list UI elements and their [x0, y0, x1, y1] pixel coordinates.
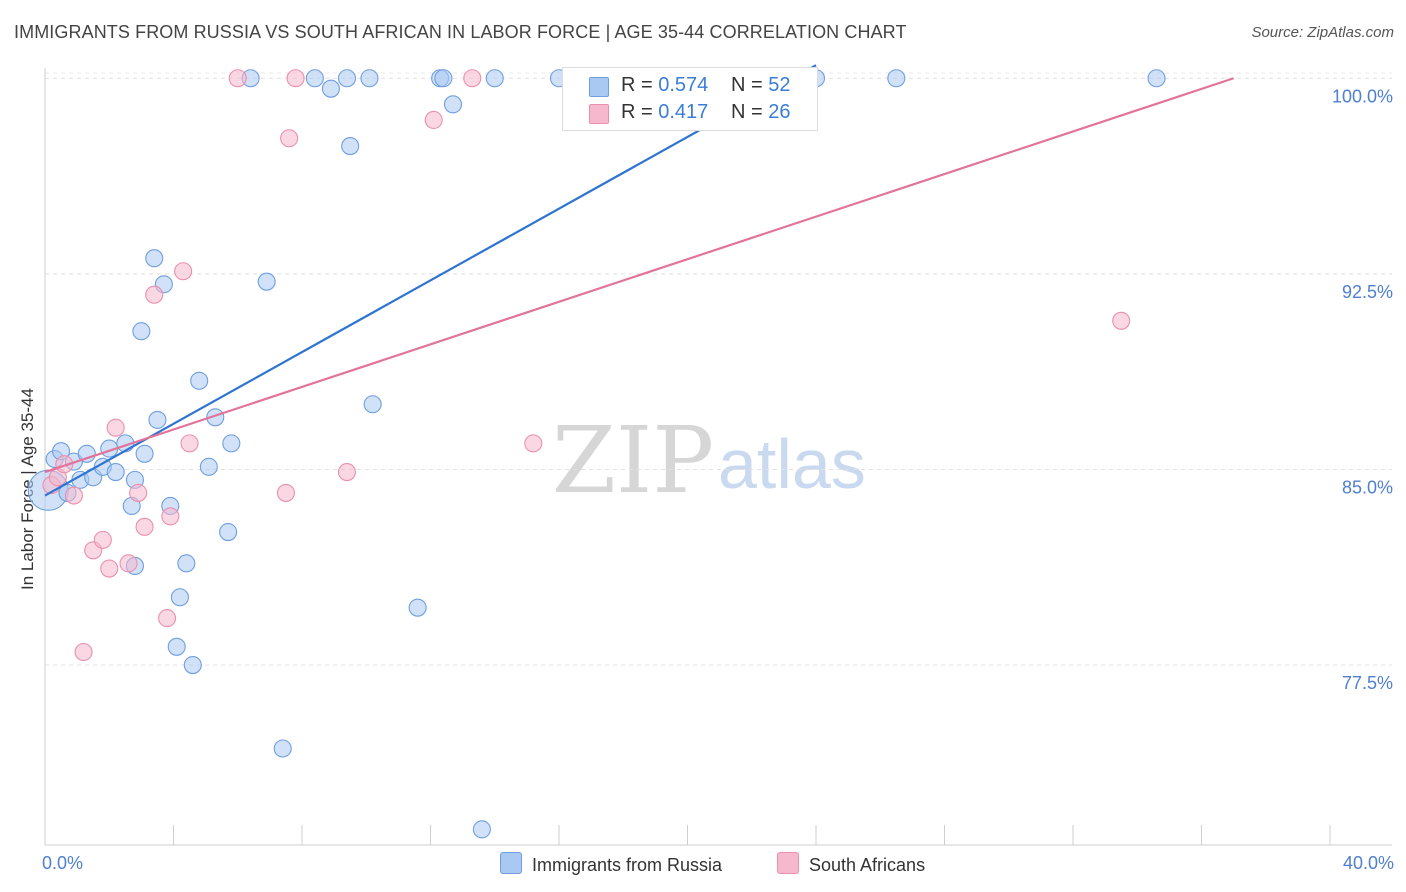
point-south-africans[interactable]: [93, 530, 112, 549]
point-russia[interactable]: [337, 69, 357, 88]
point-south-africans[interactable]: [463, 69, 482, 88]
point-russia[interactable]: [1147, 69, 1166, 88]
point-russia[interactable]: [321, 79, 340, 98]
point-south-africans[interactable]: [64, 486, 83, 505]
point-russia[interactable]: [222, 434, 241, 453]
watermark-atlas: atlas: [718, 425, 866, 503]
legend-swatch-south-africans: [589, 104, 609, 124]
point-russia[interactable]: [177, 554, 196, 573]
bottom-legend-swatch-russia: [500, 852, 522, 874]
point-south-africans[interactable]: [337, 463, 357, 482]
bottom-legend-russia[interactable]: Immigrants from Russia: [500, 852, 722, 876]
point-south-africans[interactable]: [145, 285, 164, 304]
legend-n-russia: N = 52: [731, 74, 791, 96]
y-tick-label: 85.0%: [1342, 477, 1393, 497]
legend-r-south-africans: R = 0.417: [621, 101, 709, 123]
point-south-africans[interactable]: [129, 483, 148, 502]
point-russia[interactable]: [887, 69, 906, 88]
point-south-africans[interactable]: [161, 507, 180, 526]
legend-n-south-africans: N = 26: [731, 101, 791, 123]
x-tick-label-max: 40.0%: [1343, 853, 1394, 873]
bottom-legend-swatch-south-africans: [777, 852, 799, 874]
point-south-africans[interactable]: [106, 418, 125, 437]
point-russia[interactable]: [341, 137, 360, 156]
y-tick-label: 100.0%: [1332, 86, 1393, 106]
point-south-africans[interactable]: [174, 262, 193, 281]
point-south-africans[interactable]: [1112, 311, 1131, 330]
point-south-africans[interactable]: [180, 434, 199, 453]
point-russia[interactable]: [360, 69, 379, 88]
point-south-africans[interactable]: [286, 69, 305, 88]
point-russia[interactable]: [305, 69, 324, 88]
trend-line-south-africans: [44, 77, 1234, 474]
point-russia[interactable]: [135, 444, 154, 463]
source-label: Source: ZipAtlas.com: [1251, 24, 1394, 41]
x-tick-label-min: 0.0%: [42, 853, 83, 873]
point-russia[interactable]: [472, 820, 491, 839]
point-russia[interactable]: [77, 444, 96, 463]
data-points: [27, 69, 1166, 839]
point-russia[interactable]: [148, 410, 167, 429]
bottom-legend-label-south-africans: South Africans: [809, 855, 926, 875]
point-russia[interactable]: [199, 457, 218, 476]
point-south-africans[interactable]: [524, 434, 543, 453]
point-russia[interactable]: [485, 69, 504, 88]
point-russia[interactable]: [434, 69, 453, 88]
point-russia[interactable]: [106, 463, 125, 482]
trend-line-russia: [44, 64, 817, 497]
correlation-legend: R = 0.574 N = 52 R = 0.417 N = 26: [562, 67, 818, 131]
y-tick-label: 92.5%: [1342, 282, 1393, 302]
legend-swatch-russia: [589, 77, 609, 97]
watermark-zip: ZIP: [552, 407, 714, 514]
point-russia[interactable]: [190, 371, 209, 390]
point-russia[interactable]: [257, 272, 276, 291]
point-russia[interactable]: [443, 95, 463, 114]
point-south-africans[interactable]: [55, 455, 74, 474]
bottom-legend-south-africans[interactable]: South Africans: [777, 852, 925, 876]
point-russia[interactable]: [408, 598, 427, 617]
watermark: ZIP atlas: [552, 407, 866, 514]
point-russia[interactable]: [363, 395, 382, 414]
trend-lines: [44, 64, 1234, 497]
point-russia[interactable]: [183, 655, 202, 675]
point-russia[interactable]: [132, 322, 151, 341]
point-south-africans[interactable]: [74, 642, 93, 662]
point-south-africans[interactable]: [119, 554, 138, 573]
point-south-africans[interactable]: [424, 110, 443, 130]
point-south-africans[interactable]: [135, 517, 154, 536]
point-south-africans[interactable]: [276, 483, 295, 502]
point-russia[interactable]: [219, 522, 238, 542]
bottom-legend-label-russia: Immigrants from Russia: [532, 855, 723, 875]
chart-title: IMMIGRANTS FROM RUSSIA VS SOUTH AFRICAN …: [14, 22, 907, 42]
point-russia[interactable]: [206, 408, 225, 427]
point-russia[interactable]: [273, 739, 292, 758]
gridlines: [45, 72, 1392, 666]
tick-labels: 77.5% 85.0% 92.5% 100.0% 0.0% 40.0%: [42, 86, 1394, 873]
point-south-africans[interactable]: [280, 129, 299, 148]
axes: [44, 68, 1392, 846]
point-russia[interactable]: [167, 637, 186, 656]
point-russia[interactable]: [145, 249, 164, 268]
point-south-africans[interactable]: [158, 609, 177, 628]
legend-r-russia: R = 0.574: [621, 74, 709, 96]
point-south-africans[interactable]: [100, 559, 119, 578]
point-south-africans[interactable]: [228, 69, 247, 88]
y-tick-label: 77.5%: [1342, 673, 1393, 693]
point-russia[interactable]: [170, 588, 189, 607]
